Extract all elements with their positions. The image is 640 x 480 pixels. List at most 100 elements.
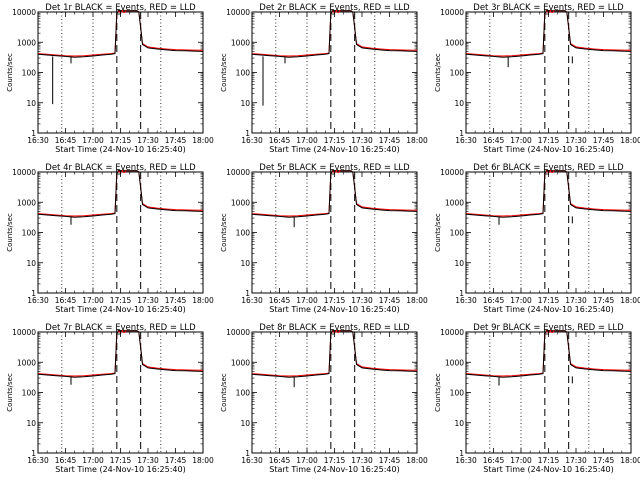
x-tick-label: 17:15 (110, 296, 132, 305)
x-axis-label: Start Time (24-Nov-10 16:25:40) (483, 305, 613, 314)
y-tick-label: 10 (240, 259, 250, 268)
chart-panel-9: Det 9r BLACK = Events, RED = LLD 1 10 100 10… (434, 323, 640, 474)
y-axis-label: Counts/sec (434, 373, 442, 412)
y-tick-label: 1 (31, 449, 36, 458)
y-axis-label: Counts/sec (6, 373, 14, 412)
y-tick-label: 1000 (231, 358, 250, 367)
panel-title: Det 6r BLACK = Events, RED = LLD (473, 163, 624, 173)
plot-area (252, 10, 417, 106)
y-tick-label: 100 (22, 229, 37, 238)
plot-frame (465, 11, 632, 134)
x-tick-label: 17:45 (379, 456, 401, 465)
plot-area (252, 330, 417, 388)
y-tick-label: 10000 (226, 328, 250, 337)
y-tick-label: 10 (240, 99, 250, 108)
x-tick-label: 16:30 (455, 136, 477, 145)
x-tick-label: 17:45 (165, 136, 187, 145)
x-tick-label: 18:00 (192, 456, 214, 465)
y-tick-label: 10 (26, 99, 36, 108)
x-tick-label: 16:30 (241, 136, 263, 145)
panel-title: Det 3r BLACK = Events, RED = LLD (473, 3, 624, 13)
y-tick-label: 1 (245, 289, 250, 298)
peak-box-marker (330, 330, 336, 335)
series-line-events (38, 170, 203, 218)
x-tick-label: 16:45 (55, 296, 77, 305)
y-tick-label: 10000 (440, 168, 464, 177)
y-tick-label: 1000 (17, 358, 36, 367)
x-tick-label: 17:30 (137, 296, 159, 305)
panel-title: Det 2r BLACK = Events, RED = LLD (259, 3, 410, 13)
panel-title: Det 8r BLACK = Events, RED = LLD (259, 323, 410, 333)
plot-frame (37, 11, 204, 134)
y-tick-label: 10 (454, 99, 464, 108)
y-tick-label: 10 (454, 419, 464, 428)
plot-area (252, 170, 417, 228)
x-tick-label: 17:00 (82, 136, 104, 145)
x-tick-label: 17:00 (296, 456, 318, 465)
plot-area (38, 330, 203, 385)
x-tick-label: 17:30 (137, 136, 159, 145)
x-tick-label: 17:45 (165, 456, 187, 465)
x-tick-label: 17:30 (351, 136, 373, 145)
chart-panel-1: Det 1r BLACK = Events, RED = LLD 1 10 100 10… (6, 3, 214, 154)
plot-frame (465, 171, 632, 294)
x-tick-label: 17:45 (593, 136, 615, 145)
y-tick-label: 100 (236, 229, 251, 238)
x-tick-label: 16:30 (27, 136, 49, 145)
y-tick-label: 1 (245, 449, 250, 458)
x-tick-label: 17:30 (565, 136, 587, 145)
y-tick-label: 10000 (12, 168, 36, 177)
x-axis-label: Start Time (24-Nov-10 16:25:40) (483, 465, 613, 474)
x-tick-label: 17:45 (379, 136, 401, 145)
series-line-events (252, 330, 417, 378)
panel-title: Det 1r BLACK = Events, RED = LLD (45, 3, 196, 13)
x-tick-label: 18:00 (192, 136, 214, 145)
peak-marker (549, 10, 555, 13)
x-tick-label: 18:00 (620, 136, 640, 145)
x-tick-label: 16:30 (27, 456, 49, 465)
y-tick-label: 10 (26, 419, 36, 428)
y-tick-label: 1000 (17, 198, 36, 207)
peak-box-marker (116, 10, 122, 15)
y-tick-label: 1 (459, 129, 464, 138)
peak-marker (549, 330, 555, 333)
y-tick-label: 100 (450, 389, 465, 398)
y-tick-label: 10000 (226, 8, 250, 17)
plot-area (38, 10, 203, 105)
peak-marker (121, 10, 127, 13)
x-tick-label: 17:00 (82, 296, 104, 305)
series-line-events (466, 10, 631, 58)
plot-frame (251, 331, 418, 454)
x-tick-label: 17:45 (593, 296, 615, 305)
y-tick-label: 1000 (231, 38, 250, 47)
peak-marker (121, 330, 127, 333)
y-tick-label: 1 (31, 129, 36, 138)
series-line-lld (252, 170, 417, 217)
y-axis-label: Counts/sec (220, 373, 228, 412)
x-tick-label: 17:45 (593, 456, 615, 465)
x-tick-label: 17:30 (565, 296, 587, 305)
x-axis-label: Start Time (24-Nov-10 16:25:40) (269, 305, 399, 314)
x-tick-label: 17:30 (351, 296, 373, 305)
series-line-events (466, 330, 631, 378)
x-tick-label: 18:00 (406, 296, 428, 305)
peak-box-marker (330, 170, 336, 175)
y-tick-label: 10000 (440, 328, 464, 337)
plot-area (466, 10, 631, 68)
plot-frame (37, 331, 204, 454)
plot-frame (465, 331, 632, 454)
y-tick-label: 1000 (445, 38, 464, 47)
peak-box-marker (544, 170, 550, 175)
chart-panel-5: Det 5r BLACK = Events, RED = LLD 1 10 100 10… (220, 163, 428, 314)
x-tick-label: 17:00 (510, 136, 532, 145)
peak-box-marker (544, 10, 550, 15)
peak-marker (121, 170, 127, 173)
y-axis-label: Counts/sec (6, 213, 14, 252)
y-tick-label: 100 (236, 69, 251, 78)
peak-marker (335, 170, 341, 173)
plot-area (466, 170, 631, 225)
y-tick-label: 1 (245, 129, 250, 138)
y-axis-label: Counts/sec (434, 213, 442, 252)
x-tick-label: 17:15 (538, 136, 560, 145)
